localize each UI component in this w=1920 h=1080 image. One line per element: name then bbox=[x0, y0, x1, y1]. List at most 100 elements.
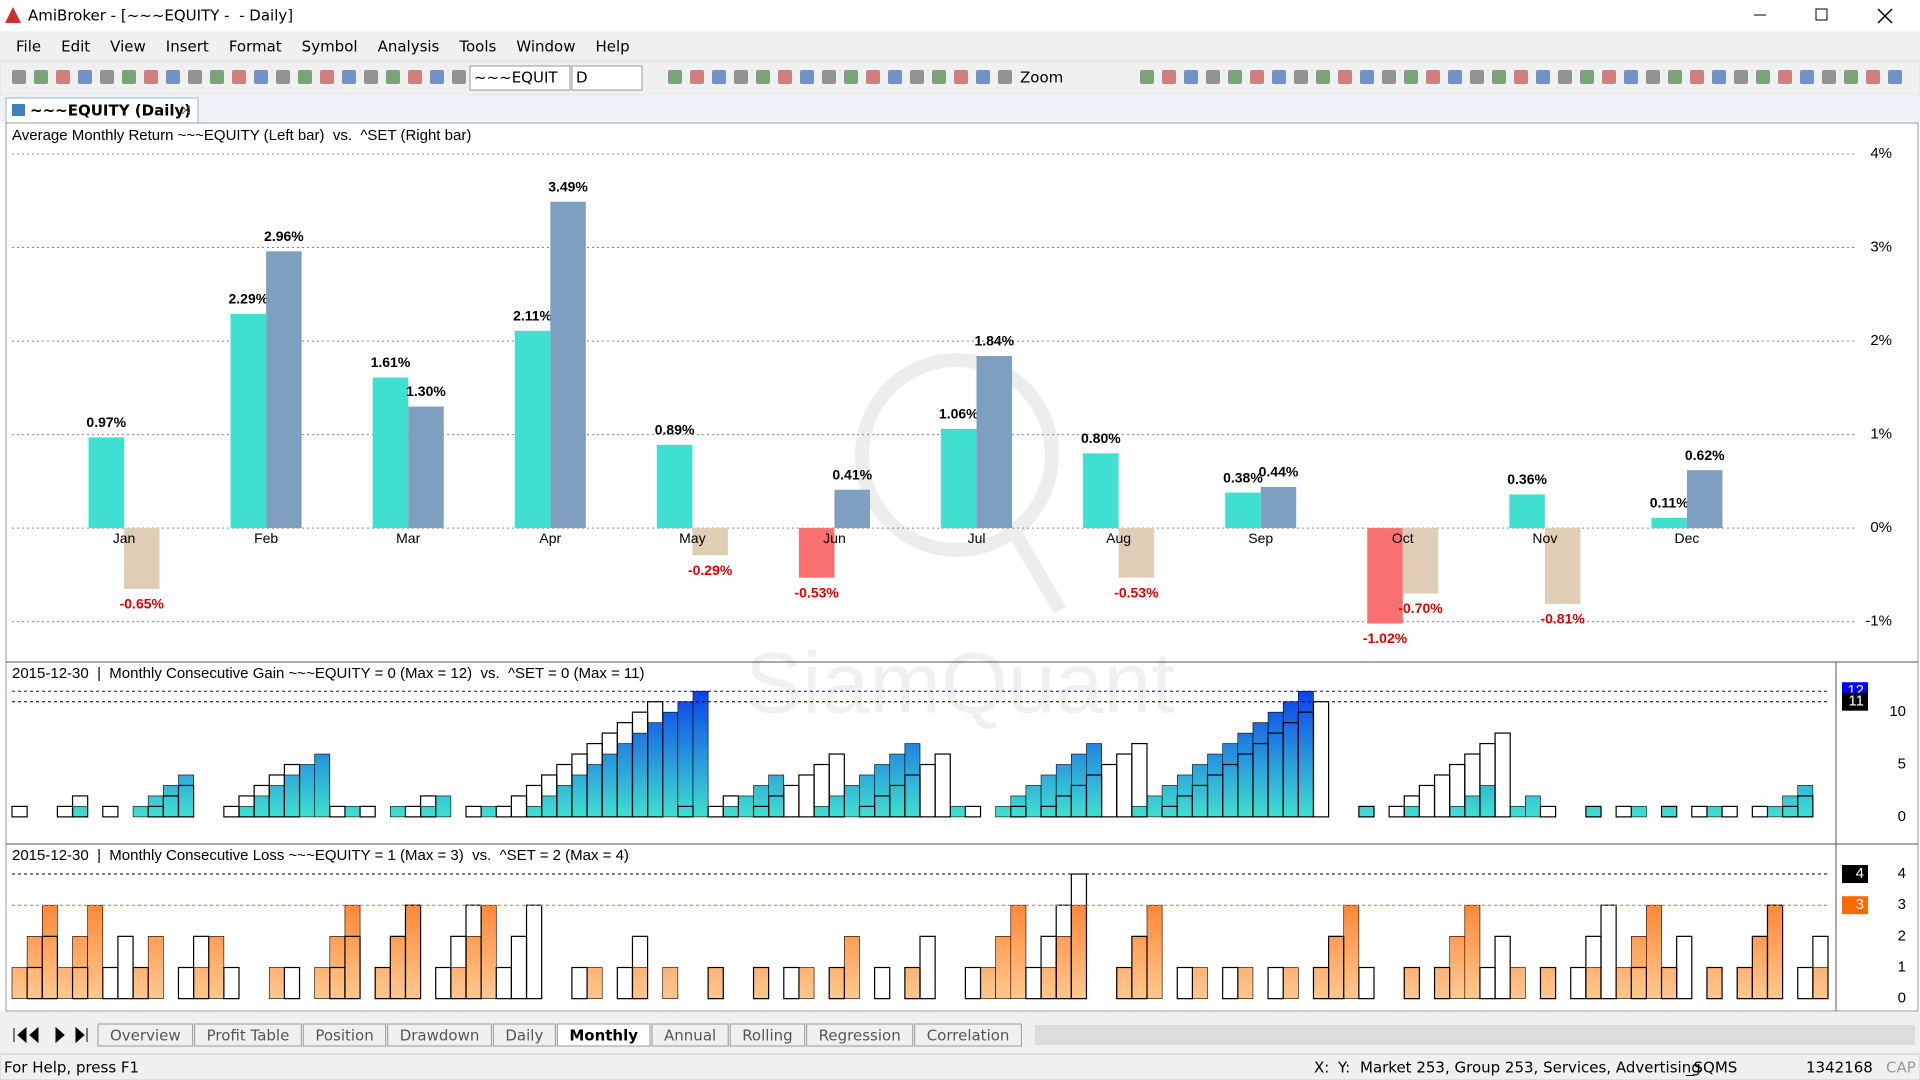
tool-icon[interactable] bbox=[976, 70, 990, 84]
menu-item[interactable]: Help bbox=[595, 38, 629, 56]
tool-icon[interactable] bbox=[1470, 70, 1484, 84]
sheet-tab-label[interactable]: Monthly bbox=[569, 1027, 638, 1045]
tool-icon[interactable] bbox=[1426, 70, 1440, 84]
menu-item[interactable]: Analysis bbox=[378, 38, 440, 56]
tool-icon[interactable] bbox=[1800, 70, 1814, 84]
tool-icon[interactable] bbox=[1712, 70, 1726, 84]
tool-icon[interactable] bbox=[1558, 70, 1572, 84]
tool-icon[interactable] bbox=[232, 70, 246, 84]
tab-nav[interactable] bbox=[13, 1026, 88, 1044]
tool-icon[interactable] bbox=[1514, 70, 1528, 84]
close-button[interactable] bbox=[1877, 8, 1893, 24]
tool-icon[interactable] bbox=[1888, 70, 1902, 84]
sheet-tab-label[interactable]: Daily bbox=[505, 1027, 543, 1045]
tool-icon[interactable] bbox=[210, 70, 224, 84]
tool-icon[interactable] bbox=[1602, 70, 1616, 84]
sheet-tab-label[interactable]: Profit Table bbox=[207, 1027, 290, 1045]
tool-icon[interactable] bbox=[1162, 70, 1176, 84]
tool-icon[interactable] bbox=[712, 70, 726, 84]
tool-icon[interactable] bbox=[1140, 70, 1154, 84]
tool-icon[interactable] bbox=[1250, 70, 1264, 84]
tool-icon[interactable] bbox=[1228, 70, 1242, 84]
tool-icon[interactable] bbox=[1382, 70, 1396, 84]
tool-icon[interactable] bbox=[1404, 70, 1418, 84]
menu-item[interactable]: Edit bbox=[61, 38, 90, 56]
sheet-tab-shape[interactable] bbox=[806, 1023, 914, 1047]
tool-icon[interactable] bbox=[1206, 70, 1220, 84]
tool-icon[interactable] bbox=[1646, 70, 1660, 84]
symbol-field[interactable]: ~~~EQUIT bbox=[474, 69, 558, 87]
scrollbar[interactable] bbox=[1035, 1025, 1915, 1045]
sheet-tab-label[interactable]: Rolling bbox=[742, 1027, 792, 1045]
tool-icon[interactable] bbox=[254, 70, 268, 84]
sheet-tab[interactable]: Drawdown bbox=[387, 1023, 492, 1047]
sheet-tab-shape[interactable] bbox=[302, 1023, 387, 1047]
tab-close[interactable] bbox=[181, 105, 191, 115]
tool-icon[interactable] bbox=[166, 70, 180, 84]
tool-icon[interactable] bbox=[866, 70, 880, 84]
tool-icon[interactable] bbox=[668, 70, 682, 84]
tool-icon[interactable] bbox=[320, 70, 334, 84]
sheet-tab[interactable]: Annual bbox=[651, 1023, 729, 1047]
sheet-tab[interactable]: Correlation bbox=[914, 1023, 1022, 1047]
tool-icon[interactable] bbox=[1580, 70, 1594, 84]
tool-icon[interactable] bbox=[800, 70, 814, 84]
menu-item[interactable]: File bbox=[16, 38, 41, 56]
sheet-tab[interactable]: Rolling bbox=[729, 1023, 806, 1047]
tool-icon[interactable] bbox=[844, 70, 858, 84]
menu-item[interactable]: View bbox=[110, 38, 146, 56]
tool-icon[interactable] bbox=[998, 70, 1012, 84]
tool-icon[interactable] bbox=[1690, 70, 1704, 84]
tool-icon[interactable] bbox=[778, 70, 792, 84]
tool-icon[interactable] bbox=[756, 70, 770, 84]
interval-combo[interactable] bbox=[571, 65, 643, 91]
sheet-tab-label[interactable]: Position bbox=[315, 1027, 373, 1045]
tool-icon[interactable] bbox=[1184, 70, 1198, 84]
tool-icon[interactable] bbox=[12, 70, 26, 84]
tool-icon[interactable] bbox=[1338, 70, 1352, 84]
tool-icon[interactable] bbox=[1756, 70, 1770, 84]
sheet-tab[interactable]: Overview bbox=[97, 1023, 194, 1047]
tool-icon[interactable] bbox=[452, 70, 466, 84]
tool-icon[interactable] bbox=[734, 70, 748, 84]
sheet-tab[interactable]: Regression bbox=[806, 1023, 914, 1047]
tool-icon[interactable] bbox=[1844, 70, 1858, 84]
sheet-tab-shape[interactable] bbox=[492, 1023, 556, 1047]
tool-icon[interactable] bbox=[78, 70, 92, 84]
tool-icon[interactable] bbox=[430, 70, 444, 84]
interval-field[interactable]: D bbox=[576, 69, 588, 87]
tool-icon[interactable] bbox=[1778, 70, 1792, 84]
sheet-tab-label[interactable]: Regression bbox=[819, 1027, 901, 1045]
tool-icon[interactable] bbox=[822, 70, 836, 84]
tool-icon[interactable] bbox=[364, 70, 378, 84]
sheet-tab-label[interactable]: Overview bbox=[110, 1027, 181, 1045]
sheet-tab[interactable]: Monthly bbox=[556, 1023, 651, 1047]
tool-icon[interactable] bbox=[1492, 70, 1506, 84]
tool-icon[interactable] bbox=[1668, 70, 1682, 84]
tool-icon[interactable] bbox=[932, 70, 946, 84]
zoom-button[interactable]: Zoom bbox=[1020, 69, 1063, 87]
sheet-tab-shape[interactable] bbox=[729, 1023, 806, 1047]
tool-icon[interactable] bbox=[1536, 70, 1550, 84]
restore-button[interactable] bbox=[1815, 8, 1828, 21]
tool-icon[interactable] bbox=[56, 70, 70, 84]
sheet-tab-shape[interactable] bbox=[97, 1023, 194, 1047]
tool-icon[interactable] bbox=[1734, 70, 1748, 84]
sheet-tab[interactable]: Position bbox=[302, 1023, 387, 1047]
tool-icon[interactable] bbox=[1272, 70, 1286, 84]
menu-item[interactable]: Symbol bbox=[302, 38, 358, 56]
tool-icon[interactable] bbox=[144, 70, 158, 84]
tool-icon[interactable] bbox=[1448, 70, 1462, 84]
sheet-tab-shape[interactable] bbox=[387, 1023, 492, 1047]
menu-item[interactable]: Tools bbox=[458, 38, 496, 56]
tool-icon[interactable] bbox=[100, 70, 114, 84]
tool-icon[interactable] bbox=[1624, 70, 1638, 84]
tool-icon[interactable] bbox=[276, 70, 290, 84]
tool-icon[interactable] bbox=[122, 70, 136, 84]
tool-icon[interactable] bbox=[1866, 70, 1880, 84]
tool-icon[interactable] bbox=[386, 70, 400, 84]
symbol-combo[interactable] bbox=[469, 65, 571, 91]
tool-icon[interactable] bbox=[298, 70, 312, 84]
tool-icon[interactable] bbox=[342, 70, 356, 84]
sheet-tab-shape[interactable] bbox=[556, 1023, 651, 1047]
